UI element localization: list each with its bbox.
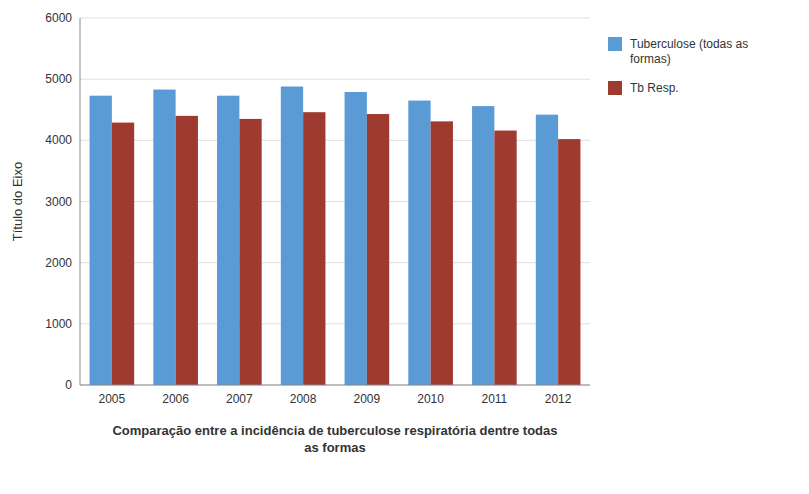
- legend-label: Tuberculose (todas asformas): [630, 37, 748, 66]
- y-tick-label: 1000: [45, 317, 72, 331]
- bar: [558, 139, 580, 385]
- bar: [90, 96, 112, 385]
- y-axis-label: Título do Eixo: [10, 162, 25, 242]
- y-tick-label: 5000: [45, 72, 72, 86]
- bar: [153, 90, 175, 385]
- legend-label: Tb Resp.: [630, 81, 679, 95]
- x-tick-label: 2010: [417, 392, 444, 406]
- bar: [112, 123, 134, 385]
- bar: [494, 131, 516, 385]
- y-axis: 0 1000 2000 3000 4000 5000 6000: [45, 11, 72, 392]
- bar: [367, 114, 389, 385]
- bars: [90, 87, 581, 385]
- x-tick-label: 2006: [162, 392, 189, 406]
- x-tick-label: 2005: [99, 392, 126, 406]
- bar: [239, 119, 261, 385]
- bar: [345, 92, 367, 385]
- bar: [303, 112, 325, 385]
- x-tick-label: 2008: [290, 392, 317, 406]
- bar: [176, 116, 198, 385]
- x-tick-label: 2011: [481, 392, 507, 406]
- bar: [281, 87, 303, 385]
- grid-line: [80, 385, 590, 386]
- x-axis-line: [80, 385, 590, 386]
- x-tick-label: 2009: [354, 392, 381, 406]
- bar: [472, 106, 494, 385]
- x-axis-label: Comparação entre a incidência de tubercu…: [112, 423, 557, 455]
- grid-line: [80, 18, 590, 19]
- bar: [536, 115, 558, 385]
- grid-line: [80, 79, 590, 80]
- legend-swatch: [608, 37, 622, 51]
- bar: [217, 96, 239, 385]
- bar: [431, 121, 453, 385]
- chart-svg: 0100020003000400050006000200520062007200…: [0, 0, 809, 494]
- bar: [408, 101, 430, 385]
- x-tick-label: 2012: [545, 392, 572, 406]
- y-tick-label: 3000: [45, 195, 72, 209]
- y-axis-line: [80, 18, 81, 385]
- x-axis: 2005 2006 2007 2008 2009 2010 2011 2012: [99, 392, 572, 406]
- x-tick-label: 2007: [226, 392, 253, 406]
- y-tick-label: 4000: [45, 133, 72, 147]
- legend-swatch: [608, 81, 622, 95]
- y-tick-label: 6000: [45, 11, 72, 25]
- chart-container: 0100020003000400050006000200520062007200…: [0, 0, 809, 494]
- legend: Tuberculose (todas asformas) Tb Resp.: [608, 37, 748, 95]
- page: {"chart_data": {"type": "bar", "categori…: [0, 0, 809, 494]
- grid: [80, 18, 590, 385]
- y-tick-label: 2000: [45, 256, 72, 270]
- y-tick-label: 0: [65, 378, 72, 392]
